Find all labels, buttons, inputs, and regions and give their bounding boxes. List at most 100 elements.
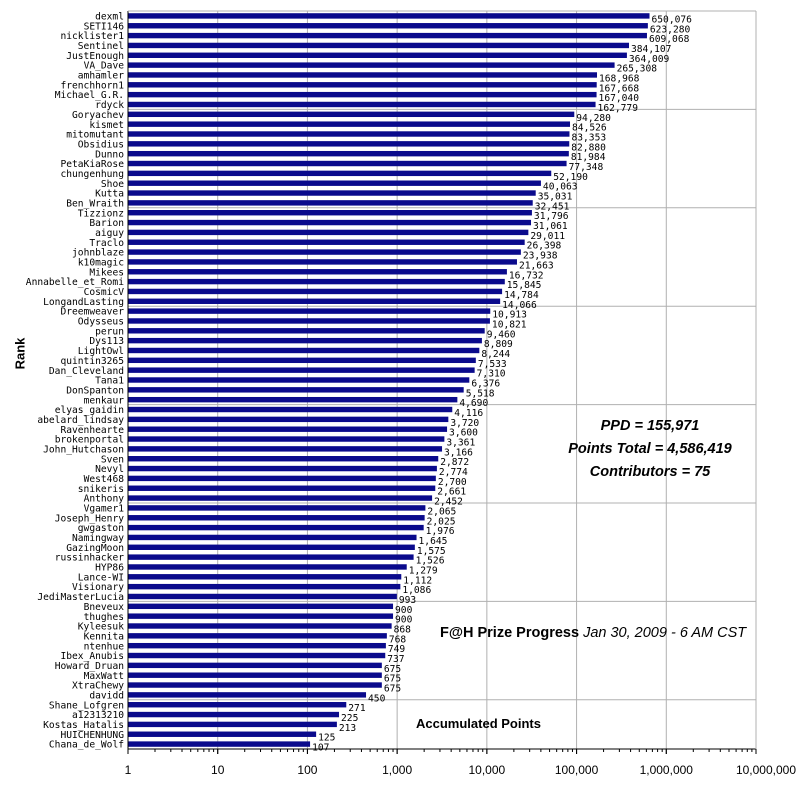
category-label: XtraChewy — [72, 681, 124, 692]
category-label: PetaKiaRose — [60, 159, 124, 170]
category-label: HUICHENHUNG — [60, 730, 124, 741]
category-label: russinhacker — [55, 553, 125, 564]
value-label: 1,526 — [416, 556, 445, 567]
bar — [128, 554, 414, 560]
bar — [128, 347, 480, 354]
category-label: snikeris — [78, 484, 124, 495]
value-label: 1,976 — [426, 526, 455, 537]
category-label: MaxWatt — [84, 671, 124, 682]
category-label: SETI146 — [84, 21, 125, 32]
axes — [127, 10, 757, 754]
gridlines — [128, 11, 757, 749]
category-labels: dexmlSETI146nicklister1SentinelJustEnoug… — [26, 12, 124, 751]
value-label: 364,009 — [629, 54, 670, 65]
contributors-annotation: Contributors = 75 — [589, 464, 711, 480]
category-label: LightOwl — [78, 346, 124, 357]
bar — [128, 642, 386, 649]
value-label: 675 — [384, 664, 401, 675]
value-label: 40,063 — [543, 182, 578, 193]
title-date: Jan 30, 2009 - 6 AM CST — [583, 625, 747, 641]
x-tick-label: 1 — [125, 763, 132, 777]
value-label: 3,600 — [449, 428, 478, 439]
value-label: 3,166 — [444, 447, 473, 458]
bar — [128, 229, 529, 236]
category-label: abelard_lindsay — [37, 415, 124, 426]
bar — [128, 702, 347, 708]
category-label: aiguy — [95, 228, 124, 239]
value-label: 8,809 — [484, 339, 513, 350]
category-label: GazingMoon — [66, 543, 124, 554]
category-label: davidd — [89, 690, 124, 701]
category-label: johnblaze — [72, 248, 124, 259]
value-label: 14,784 — [504, 290, 539, 301]
category-label: Kostas_Hatalis — [43, 720, 124, 731]
category-label: nicklister1 — [60, 31, 124, 42]
value-label: 125 — [318, 733, 335, 744]
value-label: 7,310 — [477, 369, 506, 380]
value-label: 4,690 — [459, 398, 488, 409]
x-tick-label: 1,000 — [382, 763, 412, 777]
bar — [128, 387, 464, 393]
bar — [128, 436, 445, 442]
value-label: 450 — [368, 693, 386, 704]
bar — [128, 249, 521, 255]
value-label: 384,107 — [631, 44, 672, 55]
value-label: 675 — [384, 674, 401, 685]
category-label: Vgamer1 — [84, 504, 125, 515]
category-label: Obsidius — [78, 139, 124, 150]
value-label: 162,779 — [598, 103, 639, 114]
value-label: 1,086 — [402, 585, 431, 596]
bar — [128, 121, 571, 127]
category-label: Dunno — [95, 149, 124, 160]
category-label: ntenhue — [84, 641, 125, 652]
category-label: Bneveux — [84, 602, 125, 613]
category-label: thughes — [84, 612, 124, 623]
value-label: 675 — [384, 684, 401, 695]
category-label: brokenportal — [55, 435, 124, 446]
category-label: a12313210 — [72, 710, 124, 721]
y-axis-label: Rank — [12, 337, 28, 370]
x-tick-label: 1,000,000 — [640, 763, 694, 777]
value-label: 167,040 — [599, 93, 640, 104]
bar — [128, 633, 387, 639]
category-label: Kyleesuk — [78, 622, 124, 633]
value-label: 2,452 — [434, 497, 463, 508]
bar — [128, 574, 402, 580]
category-label: Goryachev — [72, 110, 124, 121]
value-label: 31,796 — [534, 211, 569, 222]
bar — [128, 377, 470, 383]
category-label: mitomutant — [66, 130, 124, 141]
category-label: kismet — [89, 120, 124, 131]
value-label: 15,845 — [507, 280, 542, 291]
bar — [128, 210, 532, 216]
value-label: 1,112 — [403, 575, 432, 586]
bar — [128, 141, 570, 147]
category-label: Ben_Wraith — [66, 198, 124, 209]
value-label: 1,575 — [417, 546, 446, 557]
bar — [128, 406, 453, 413]
value-label: 21,663 — [519, 260, 554, 271]
value-label: 8,244 — [481, 349, 510, 360]
category-label: Ravenhearte — [60, 425, 124, 436]
bar — [128, 662, 382, 669]
value-label: 32,451 — [535, 201, 570, 212]
category-label: Barion — [89, 218, 124, 229]
bar — [128, 682, 382, 688]
category-label: JediMasterLucia — [37, 592, 124, 603]
category-label: Joseph_Henry — [55, 513, 125, 524]
value-label: 107 — [312, 743, 330, 754]
bar — [128, 111, 575, 118]
category-label: Namingway — [72, 533, 124, 544]
value-label: 14,066 — [502, 300, 537, 311]
bar — [128, 328, 485, 334]
value-label: 94,280 — [576, 113, 611, 124]
category-label: CosmicV — [84, 287, 125, 298]
value-label: 23,938 — [523, 251, 558, 262]
bar — [128, 465, 437, 472]
value-labels: 650,076623,280609,068384,107364,009265,3… — [312, 14, 692, 753]
value-label: 82,880 — [571, 142, 606, 153]
bar — [128, 269, 507, 275]
bar — [128, 101, 596, 108]
category-label: Tizzionz — [78, 208, 124, 219]
value-label: 77,348 — [569, 162, 604, 173]
